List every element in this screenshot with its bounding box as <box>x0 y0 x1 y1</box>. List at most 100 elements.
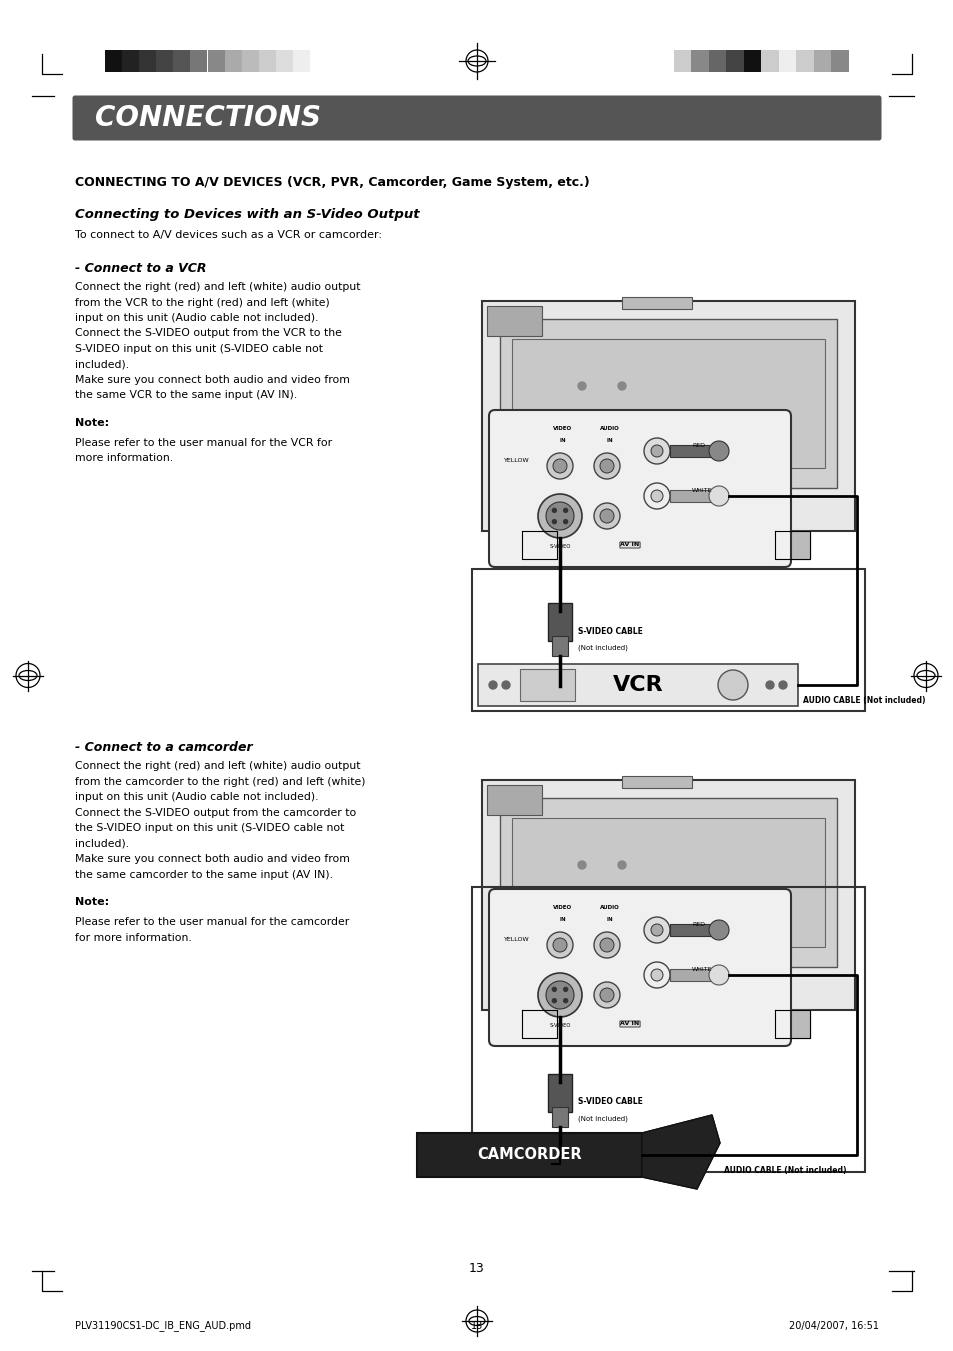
Bar <box>293 50 310 72</box>
Text: S-VIDEO: S-VIDEO <box>549 1023 570 1028</box>
Text: S-VIDEO input on this unit (S-VIDEO cable not: S-VIDEO input on this unit (S-VIDEO cabl… <box>75 345 323 354</box>
Bar <box>669 490 714 503</box>
Text: input on this unit (Audio cable not included).: input on this unit (Audio cable not incl… <box>75 792 318 802</box>
Text: AUDIO: AUDIO <box>599 905 619 911</box>
Text: IN: IN <box>606 438 613 443</box>
Text: CONNECTING TO A/V DEVICES (VCR, PVR, Camcorder, Game System, etc.): CONNECTING TO A/V DEVICES (VCR, PVR, Cam… <box>75 176 589 189</box>
Text: RED: RED <box>691 443 704 449</box>
Bar <box>191 50 208 72</box>
Bar <box>224 50 241 72</box>
Text: AUDIO: AUDIO <box>599 426 619 431</box>
Text: WHITE: WHITE <box>691 967 712 973</box>
Text: the same VCR to the same input (AV IN).: the same VCR to the same input (AV IN). <box>75 390 297 400</box>
Text: 20/04/2007, 16:51: 20/04/2007, 16:51 <box>788 1321 878 1331</box>
Circle shape <box>578 861 585 869</box>
Text: included).: included). <box>75 839 129 848</box>
Text: IN: IN <box>606 917 613 921</box>
Circle shape <box>552 508 556 512</box>
Bar <box>481 780 854 1011</box>
Bar <box>547 1074 572 1112</box>
Bar <box>105 50 122 72</box>
Bar <box>691 50 708 72</box>
Text: CONNECTIONS: CONNECTIONS <box>95 104 320 132</box>
Circle shape <box>594 982 619 1008</box>
Text: (Not included): (Not included) <box>578 1116 627 1123</box>
Text: Note:: Note: <box>75 417 109 428</box>
Text: 13: 13 <box>469 1262 484 1275</box>
Bar <box>552 1106 567 1127</box>
FancyBboxPatch shape <box>72 96 881 141</box>
Bar <box>512 817 824 947</box>
Text: AUDIO CABLE (Not included): AUDIO CABLE (Not included) <box>723 1166 845 1175</box>
Circle shape <box>553 459 566 473</box>
Bar <box>813 50 831 72</box>
Text: the same camcorder to the same input (AV IN).: the same camcorder to the same input (AV… <box>75 870 333 880</box>
Text: from the camcorder to the right (red) and left (white): from the camcorder to the right (red) an… <box>75 777 365 786</box>
Polygon shape <box>641 1115 720 1189</box>
Text: RED: RED <box>691 923 704 928</box>
Circle shape <box>545 981 574 1009</box>
Bar <box>673 50 691 72</box>
Text: (Not included): (Not included) <box>578 644 627 651</box>
Bar <box>621 297 691 309</box>
Bar <box>621 775 691 788</box>
Bar <box>472 569 864 711</box>
Bar <box>416 1133 641 1177</box>
Circle shape <box>708 920 728 940</box>
Bar <box>122 50 139 72</box>
Bar <box>481 301 854 531</box>
Text: VIDEO: VIDEO <box>553 905 572 911</box>
Text: S-VIDEO: S-VIDEO <box>549 544 570 549</box>
Text: IN: IN <box>559 438 566 443</box>
Text: VIDEO: VIDEO <box>553 426 572 431</box>
Text: AUDIO CABLE (Not included): AUDIO CABLE (Not included) <box>802 696 924 704</box>
Circle shape <box>578 896 585 904</box>
Text: for more information.: for more information. <box>75 932 192 943</box>
Circle shape <box>594 932 619 958</box>
Text: YELLOW: YELLOW <box>503 938 529 943</box>
Polygon shape <box>521 531 557 559</box>
Text: AV IN: AV IN <box>619 1021 639 1027</box>
Bar <box>477 663 797 707</box>
Circle shape <box>618 861 625 869</box>
Text: Connect the right (red) and left (white) audio output: Connect the right (red) and left (white)… <box>75 282 360 292</box>
Polygon shape <box>521 1011 557 1038</box>
Text: Connect the right (red) and left (white) audio output: Connect the right (red) and left (white)… <box>75 761 360 771</box>
Bar <box>547 603 572 640</box>
Circle shape <box>650 969 662 981</box>
Text: input on this unit (Audio cable not included).: input on this unit (Audio cable not incl… <box>75 313 318 323</box>
Circle shape <box>618 382 625 390</box>
Circle shape <box>708 486 728 507</box>
Text: Connect the S-VIDEO output from the camcorder to: Connect the S-VIDEO output from the camc… <box>75 808 355 817</box>
Text: PLV31190CS1-DC_IB_ENG_AUD.pmd: PLV31190CS1-DC_IB_ENG_AUD.pmd <box>75 1320 251 1332</box>
Text: VCR: VCR <box>612 676 662 694</box>
Text: included).: included). <box>75 359 129 370</box>
Circle shape <box>643 917 669 943</box>
Circle shape <box>563 520 567 524</box>
Polygon shape <box>774 1011 809 1038</box>
Circle shape <box>618 896 625 904</box>
Bar <box>275 50 293 72</box>
Bar <box>669 969 714 981</box>
Bar <box>241 50 258 72</box>
Circle shape <box>618 417 625 426</box>
Circle shape <box>765 681 773 689</box>
Bar <box>586 1013 737 1035</box>
Circle shape <box>650 444 662 457</box>
Bar <box>669 444 714 457</box>
Circle shape <box>563 988 567 992</box>
FancyBboxPatch shape <box>489 889 790 1046</box>
Bar <box>586 534 737 557</box>
Circle shape <box>545 503 574 530</box>
Bar <box>552 636 567 657</box>
Text: Please refer to the user manual for the VCR for: Please refer to the user manual for the … <box>75 438 332 449</box>
Bar <box>743 50 760 72</box>
Bar <box>258 50 275 72</box>
Bar <box>760 50 779 72</box>
Bar <box>208 50 224 72</box>
Circle shape <box>501 681 510 689</box>
Circle shape <box>553 938 566 952</box>
Text: Note:: Note: <box>75 897 109 907</box>
Text: from the VCR to the right (red) and left (white): from the VCR to the right (red) and left… <box>75 297 330 308</box>
Circle shape <box>563 508 567 512</box>
